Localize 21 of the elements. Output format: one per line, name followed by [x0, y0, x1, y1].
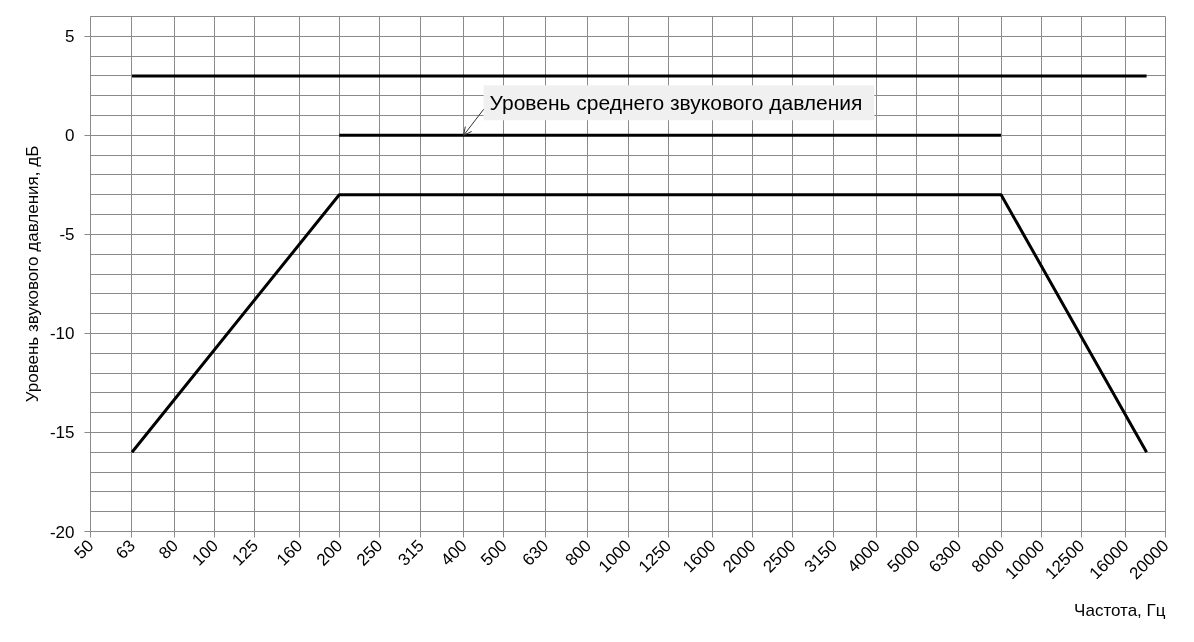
y-tick-label: 0 — [65, 126, 75, 146]
x-tick-label: 160 — [272, 536, 307, 570]
x-tick-label: 100 — [188, 536, 222, 570]
x-tick-label: 125 — [228, 536, 262, 570]
x-tick-label: 630 — [518, 536, 553, 570]
x-tick-label: 250 — [352, 536, 387, 570]
x-axis-title: Частота, Гц — [1074, 600, 1166, 620]
x-tick-label: 80 — [155, 536, 182, 563]
y-tick-label: 5 — [65, 27, 75, 47]
y-tick-label: -20 — [49, 522, 75, 542]
x-tick-label: 400 — [437, 536, 471, 570]
y-axis-title: Уровень звукового давления, дБ — [22, 145, 42, 403]
x-tick-label: 500 — [477, 536, 511, 570]
y-tick-label: -10 — [49, 324, 75, 344]
annotation: Уровень среднего звукового давления — [489, 91, 863, 115]
x-tick-label: 63 — [112, 536, 140, 563]
x-tick-label: 315 — [394, 536, 428, 570]
y-tick-label: -5 — [59, 225, 75, 245]
x-tick-label: 200 — [312, 536, 347, 570]
y-tick-label: -15 — [49, 423, 75, 443]
x-tick-label: 800 — [561, 536, 596, 570]
